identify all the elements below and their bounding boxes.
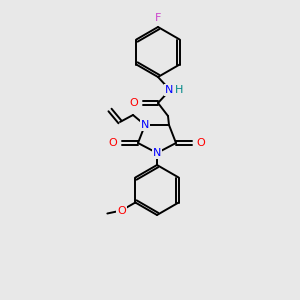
Text: O: O [130,98,138,108]
Text: F: F [155,13,161,23]
Text: N: N [153,148,161,158]
Text: H: H [175,85,183,95]
Text: O: O [117,206,126,215]
Text: O: O [196,138,206,148]
Text: N: N [165,85,173,95]
Text: O: O [109,138,117,148]
Text: N: N [141,120,149,130]
